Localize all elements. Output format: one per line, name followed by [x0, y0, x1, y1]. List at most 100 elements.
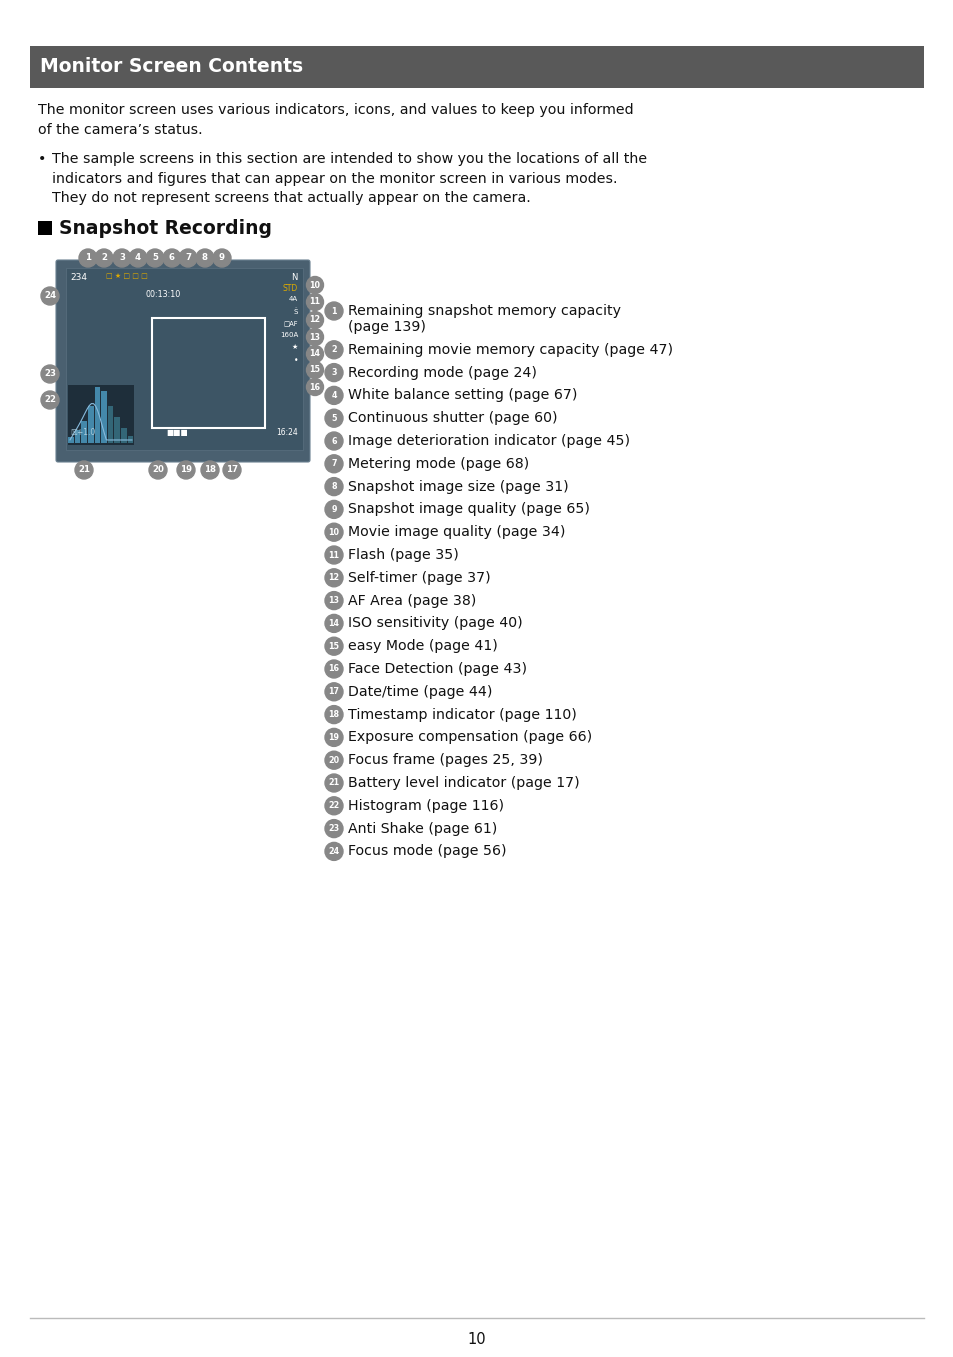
Text: 4: 4	[134, 254, 141, 262]
Circle shape	[213, 248, 231, 267]
Circle shape	[325, 729, 343, 746]
Text: Remaining movie memory capacity (page 47): Remaining movie memory capacity (page 47…	[348, 343, 672, 357]
Text: 9: 9	[219, 254, 225, 262]
Circle shape	[325, 820, 343, 837]
Text: Anti Shake (page 61): Anti Shake (page 61)	[348, 821, 497, 836]
Circle shape	[149, 461, 167, 479]
Text: Image deterioration indicator (page 45): Image deterioration indicator (page 45)	[348, 434, 629, 448]
Circle shape	[41, 391, 59, 408]
FancyBboxPatch shape	[75, 430, 80, 442]
Circle shape	[325, 752, 343, 769]
Circle shape	[325, 432, 343, 451]
Text: 19: 19	[328, 733, 339, 742]
Text: STD: STD	[282, 284, 297, 293]
Text: ☒+1.0: ☒+1.0	[70, 427, 95, 437]
Circle shape	[325, 706, 343, 723]
Text: 16: 16	[328, 665, 339, 673]
FancyBboxPatch shape	[108, 406, 113, 442]
Text: 2: 2	[331, 345, 336, 354]
Text: 234: 234	[70, 273, 87, 282]
Text: ★: ★	[292, 345, 297, 350]
Circle shape	[112, 248, 131, 267]
Circle shape	[325, 455, 343, 472]
Text: 13: 13	[309, 332, 320, 342]
Circle shape	[306, 277, 323, 293]
Text: 19: 19	[180, 465, 192, 475]
Text: 3: 3	[331, 368, 336, 377]
Text: Movie image quality (page 34): Movie image quality (page 34)	[348, 525, 565, 539]
Text: Timestamp indicator (page 110): Timestamp indicator (page 110)	[348, 707, 577, 722]
Text: 23: 23	[44, 369, 56, 379]
Circle shape	[163, 248, 181, 267]
Circle shape	[325, 660, 343, 678]
Text: easy Mode (page 41): easy Mode (page 41)	[348, 639, 497, 653]
Text: 5: 5	[331, 414, 336, 422]
Text: 11: 11	[309, 297, 320, 307]
Circle shape	[95, 248, 112, 267]
Text: Exposure compensation (page 66): Exposure compensation (page 66)	[348, 730, 592, 745]
Text: 15: 15	[328, 642, 339, 651]
Circle shape	[325, 303, 343, 320]
Text: 11: 11	[328, 551, 339, 559]
Text: 16: 16	[309, 383, 320, 392]
FancyBboxPatch shape	[81, 421, 87, 442]
Circle shape	[179, 248, 196, 267]
Text: Snapshot Recording: Snapshot Recording	[59, 218, 272, 237]
FancyBboxPatch shape	[101, 391, 107, 442]
Text: 22: 22	[328, 801, 339, 810]
Circle shape	[325, 364, 343, 381]
Text: 3: 3	[119, 254, 125, 262]
Text: Date/time (page 44): Date/time (page 44)	[348, 685, 492, 699]
Text: 12: 12	[328, 573, 339, 582]
Text: 160A: 160A	[279, 332, 297, 338]
Text: AF Area (page 38): AF Area (page 38)	[348, 593, 476, 608]
Text: Self-timer (page 37): Self-timer (page 37)	[348, 571, 490, 585]
Text: 18: 18	[204, 465, 215, 475]
FancyBboxPatch shape	[38, 221, 52, 235]
Text: 4A: 4A	[289, 296, 297, 303]
Text: Face Detection (page 43): Face Detection (page 43)	[348, 662, 526, 676]
FancyBboxPatch shape	[128, 436, 133, 442]
Circle shape	[325, 615, 343, 632]
Circle shape	[325, 797, 343, 814]
FancyBboxPatch shape	[69, 437, 73, 442]
Text: 17: 17	[226, 465, 238, 475]
Circle shape	[325, 546, 343, 565]
Text: ■■■: ■■■	[166, 427, 188, 437]
Circle shape	[325, 638, 343, 655]
Text: 6: 6	[169, 254, 174, 262]
Text: 10: 10	[328, 528, 339, 537]
Text: 16:24: 16:24	[276, 427, 297, 437]
Text: 21: 21	[328, 779, 339, 787]
Circle shape	[325, 843, 343, 860]
FancyBboxPatch shape	[88, 406, 93, 442]
Text: 2: 2	[101, 254, 107, 262]
Text: Recording mode (page 24): Recording mode (page 24)	[348, 365, 537, 380]
Circle shape	[306, 312, 323, 328]
Text: Flash (page 35): Flash (page 35)	[348, 548, 458, 562]
Text: The monitor screen uses various indicators, icons, and values to keep you inform: The monitor screen uses various indicato…	[38, 103, 633, 137]
Text: Monitor Screen Contents: Monitor Screen Contents	[40, 57, 303, 76]
Circle shape	[177, 461, 194, 479]
Text: 1: 1	[331, 307, 336, 315]
Text: 7: 7	[185, 254, 191, 262]
Circle shape	[306, 361, 323, 379]
Text: 8: 8	[202, 254, 208, 262]
Circle shape	[325, 569, 343, 586]
Text: •: •	[294, 356, 297, 365]
Circle shape	[325, 410, 343, 427]
FancyBboxPatch shape	[68, 385, 133, 445]
Circle shape	[201, 461, 219, 479]
Circle shape	[306, 293, 323, 311]
Text: 8: 8	[331, 482, 336, 491]
Text: 9: 9	[331, 505, 336, 514]
Circle shape	[223, 461, 241, 479]
Circle shape	[325, 341, 343, 358]
Circle shape	[306, 379, 323, 395]
Circle shape	[325, 773, 343, 792]
FancyBboxPatch shape	[66, 267, 303, 451]
Text: The sample screens in this section are intended to show you the locations of all: The sample screens in this section are i…	[52, 152, 646, 205]
Circle shape	[41, 365, 59, 383]
Circle shape	[129, 248, 147, 267]
Text: Remaining snapshot memory capacity: Remaining snapshot memory capacity	[348, 304, 620, 318]
